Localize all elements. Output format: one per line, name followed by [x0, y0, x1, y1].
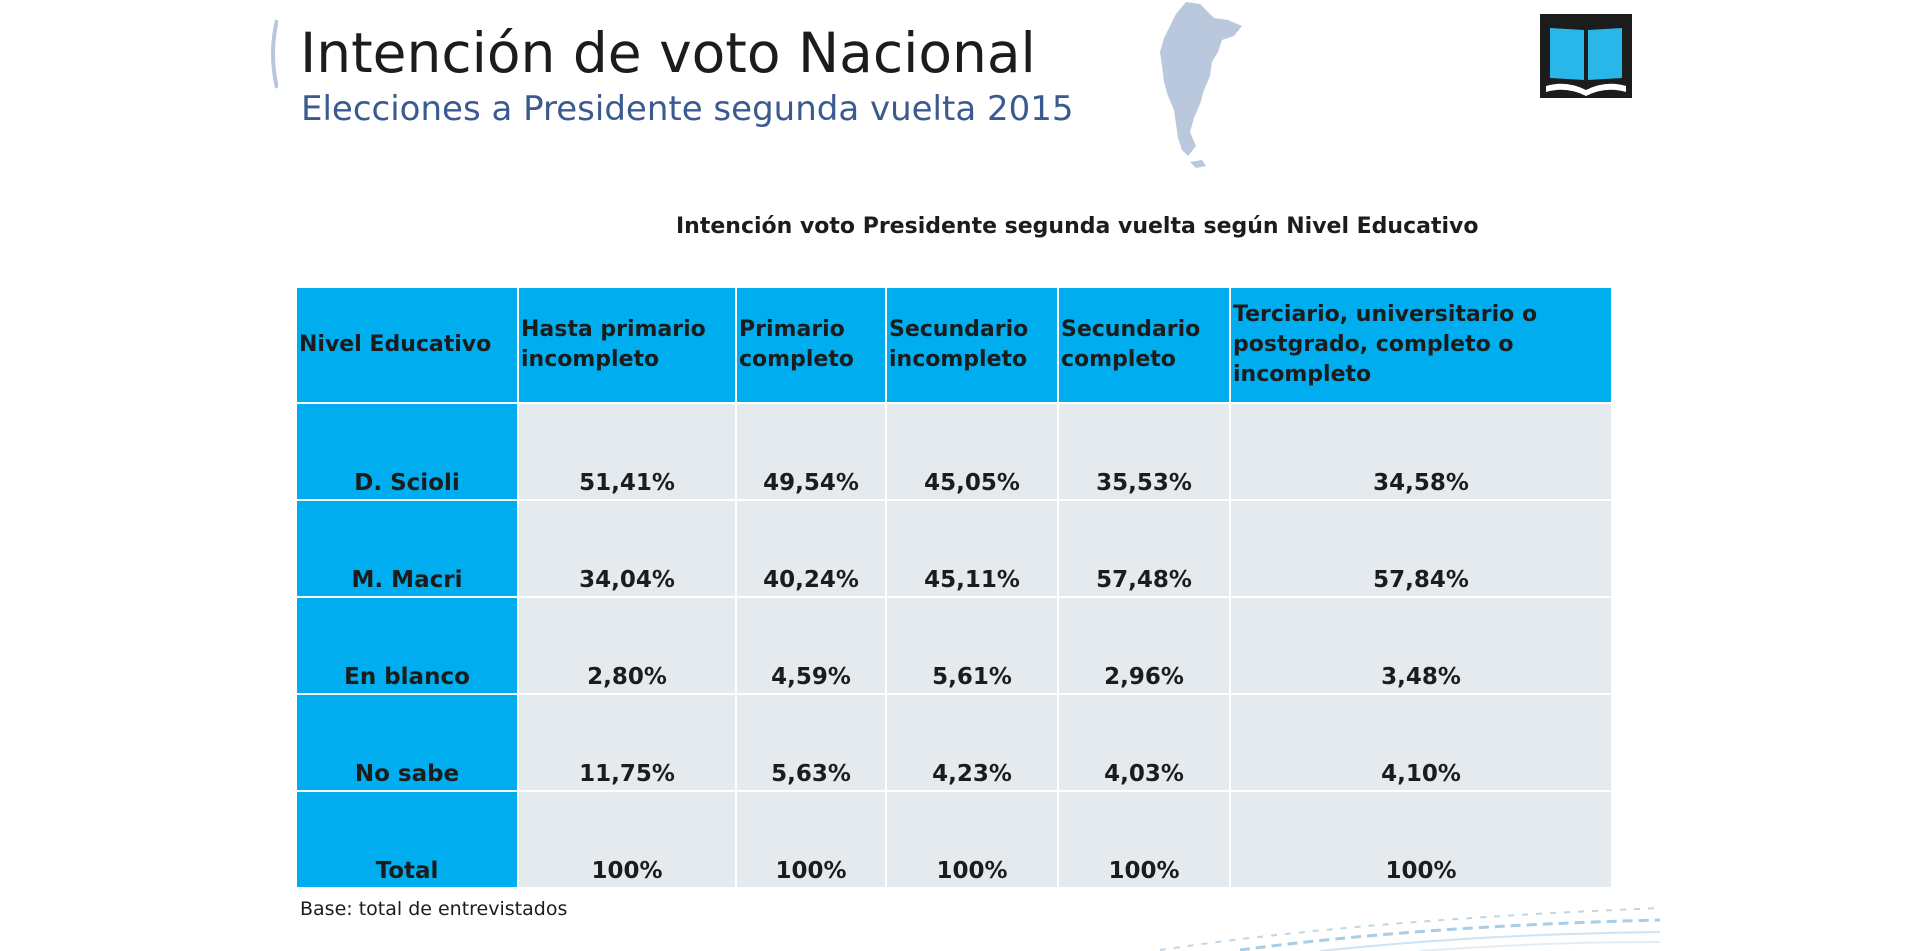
table-cell: 5,63% — [735, 693, 887, 792]
table-cell: 2,96% — [1057, 596, 1231, 695]
table-cell: 45,11% — [885, 499, 1059, 598]
column-header: Terciario, universitario o postgrado, co… — [1229, 286, 1613, 404]
table-header-row: Nivel Educativo Hasta primario incomplet… — [295, 286, 1613, 404]
argentina-map-icon — [1160, 2, 1242, 168]
table-cell: 100% — [1229, 790, 1613, 889]
table-cell: 34,58% — [1229, 402, 1613, 501]
table-cell: 100% — [735, 790, 887, 889]
row-label: No sabe — [295, 693, 519, 792]
row-label: D. Scioli — [295, 402, 519, 501]
column-header: Nivel Educativo — [295, 286, 519, 404]
table-cell: 100% — [1057, 790, 1231, 889]
table-cell: 2,80% — [517, 596, 737, 695]
table-row: Total 100% 100% 100% 100% 100% — [295, 790, 1613, 889]
decorative-swoosh-icon — [1160, 907, 1660, 951]
column-header: Secundario completo — [1057, 286, 1231, 404]
page-title: Intención de voto Nacional — [300, 21, 1036, 85]
table-cell: 51,41% — [517, 402, 737, 501]
table-row: M. Macri 34,04% 40,24% 45,11% 57,48% 57,… — [295, 499, 1613, 598]
education-vote-table: Nivel Educativo Hasta primario incomplet… — [295, 286, 1613, 889]
table-cell: 35,53% — [1057, 402, 1231, 501]
table-row: No sabe 11,75% 5,63% 4,23% 4,03% 4,10% — [295, 693, 1613, 792]
table-cell: 4,03% — [1057, 693, 1231, 792]
book-logo-icon — [1540, 14, 1632, 98]
table-cell: 57,48% — [1057, 499, 1231, 598]
table-cell: 4,59% — [735, 596, 887, 695]
decorative-accent-icon — [271, 19, 278, 89]
column-header: Secundario incompleto — [885, 286, 1059, 404]
column-header: Hasta primario incompleto — [517, 286, 737, 404]
table-row: En blanco 2,80% 4,59% 5,61% 2,96% 3,48% — [295, 596, 1613, 695]
row-label: En blanco — [295, 596, 519, 695]
table-cell: 34,04% — [517, 499, 737, 598]
table-cell: 40,24% — [735, 499, 887, 598]
table-title: Intención voto Presidente segunda vuelta… — [676, 214, 1479, 239]
footnote: Base: total de entrevistados — [300, 898, 568, 920]
row-label: M. Macri — [295, 499, 519, 598]
table-cell: 100% — [517, 790, 737, 889]
table-cell: 57,84% — [1229, 499, 1613, 598]
table-cell: 4,10% — [1229, 693, 1613, 792]
table-cell: 45,05% — [885, 402, 1059, 501]
row-label: Total — [295, 790, 519, 889]
table-cell: 4,23% — [885, 693, 1059, 792]
table-cell: 5,61% — [885, 596, 1059, 695]
table-cell: 3,48% — [1229, 596, 1613, 695]
table-row: D. Scioli 51,41% 49,54% 45,05% 35,53% 34… — [295, 402, 1613, 501]
table-cell: 11,75% — [517, 693, 737, 792]
page-subtitle: Elecciones a Presidente segunda vuelta 2… — [301, 89, 1074, 129]
table-cell: 100% — [885, 790, 1059, 889]
column-header: Primario completo — [735, 286, 887, 404]
table-cell: 49,54% — [735, 402, 887, 501]
